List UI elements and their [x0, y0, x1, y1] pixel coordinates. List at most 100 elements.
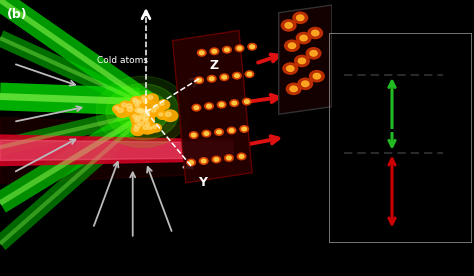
Circle shape: [141, 114, 155, 124]
Circle shape: [137, 109, 141, 112]
Circle shape: [235, 45, 244, 52]
Circle shape: [137, 120, 149, 130]
Circle shape: [311, 30, 319, 36]
Circle shape: [133, 100, 138, 104]
Circle shape: [159, 113, 163, 116]
Circle shape: [133, 107, 145, 116]
Circle shape: [295, 55, 309, 67]
Circle shape: [282, 20, 296, 31]
Circle shape: [132, 122, 146, 133]
Circle shape: [139, 122, 144, 125]
Circle shape: [130, 113, 143, 123]
Circle shape: [148, 127, 152, 129]
Circle shape: [153, 125, 157, 128]
Circle shape: [201, 159, 206, 163]
Circle shape: [245, 100, 249, 103]
Circle shape: [306, 48, 321, 59]
Circle shape: [151, 108, 156, 112]
Circle shape: [141, 98, 153, 107]
Circle shape: [116, 91, 169, 132]
Circle shape: [130, 98, 145, 109]
Circle shape: [118, 108, 123, 112]
Circle shape: [143, 125, 148, 129]
Circle shape: [297, 15, 304, 21]
Circle shape: [204, 132, 209, 135]
Circle shape: [149, 107, 162, 116]
Text: $E_{eff}$: $E_{eff}$: [406, 107, 424, 121]
Circle shape: [233, 72, 241, 79]
Text: $\Delta_1$: $\Delta_1$: [345, 135, 357, 147]
Circle shape: [232, 101, 237, 105]
Circle shape: [283, 63, 298, 74]
Circle shape: [154, 105, 159, 109]
Circle shape: [138, 110, 142, 113]
Text: $E_p$: $E_p$: [406, 184, 419, 199]
Circle shape: [144, 121, 155, 129]
Text: |b⟩: |b⟩: [450, 124, 464, 135]
Circle shape: [197, 78, 201, 82]
Circle shape: [146, 123, 150, 126]
Circle shape: [200, 51, 204, 55]
Circle shape: [310, 51, 317, 56]
Circle shape: [143, 118, 148, 122]
Circle shape: [135, 108, 139, 112]
Circle shape: [142, 109, 155, 119]
Circle shape: [135, 104, 139, 107]
Circle shape: [134, 127, 139, 131]
Circle shape: [115, 106, 130, 117]
Circle shape: [127, 107, 133, 112]
Circle shape: [217, 101, 226, 108]
Circle shape: [143, 108, 156, 118]
Circle shape: [197, 49, 206, 56]
Circle shape: [237, 46, 242, 50]
Circle shape: [202, 130, 210, 137]
Circle shape: [210, 48, 219, 55]
Circle shape: [137, 107, 150, 117]
Text: $\Delta_2$: $\Delta_2$: [345, 57, 357, 70]
Circle shape: [124, 102, 138, 113]
Circle shape: [136, 116, 141, 120]
Circle shape: [141, 116, 154, 126]
Circle shape: [140, 123, 155, 134]
Polygon shape: [279, 5, 332, 114]
Circle shape: [222, 75, 227, 79]
Circle shape: [313, 73, 320, 79]
Text: Z: Z: [209, 59, 218, 72]
Circle shape: [133, 102, 144, 111]
Circle shape: [223, 46, 231, 53]
Circle shape: [308, 27, 322, 39]
Circle shape: [136, 106, 147, 115]
Circle shape: [127, 104, 132, 108]
Circle shape: [205, 103, 213, 110]
Circle shape: [139, 108, 153, 118]
Circle shape: [132, 116, 146, 127]
Circle shape: [96, 76, 189, 147]
Circle shape: [190, 132, 198, 138]
Circle shape: [112, 105, 123, 113]
Circle shape: [245, 71, 254, 78]
Circle shape: [200, 158, 208, 164]
Circle shape: [247, 72, 252, 76]
Circle shape: [135, 99, 146, 108]
Circle shape: [191, 133, 196, 137]
Circle shape: [250, 45, 255, 49]
Text: |a⟩: |a⟩: [450, 225, 463, 235]
Circle shape: [300, 35, 307, 41]
Circle shape: [142, 110, 147, 114]
Circle shape: [137, 113, 150, 123]
Circle shape: [220, 74, 228, 81]
Circle shape: [298, 78, 312, 89]
Circle shape: [139, 115, 145, 118]
Circle shape: [124, 105, 139, 116]
Circle shape: [229, 129, 234, 132]
Circle shape: [115, 106, 118, 109]
Circle shape: [286, 83, 301, 94]
Circle shape: [310, 71, 324, 82]
Circle shape: [225, 155, 233, 161]
Circle shape: [159, 102, 164, 105]
Circle shape: [119, 101, 132, 111]
Circle shape: [133, 114, 148, 126]
Circle shape: [142, 96, 146, 100]
Circle shape: [135, 124, 140, 128]
Circle shape: [137, 108, 142, 112]
